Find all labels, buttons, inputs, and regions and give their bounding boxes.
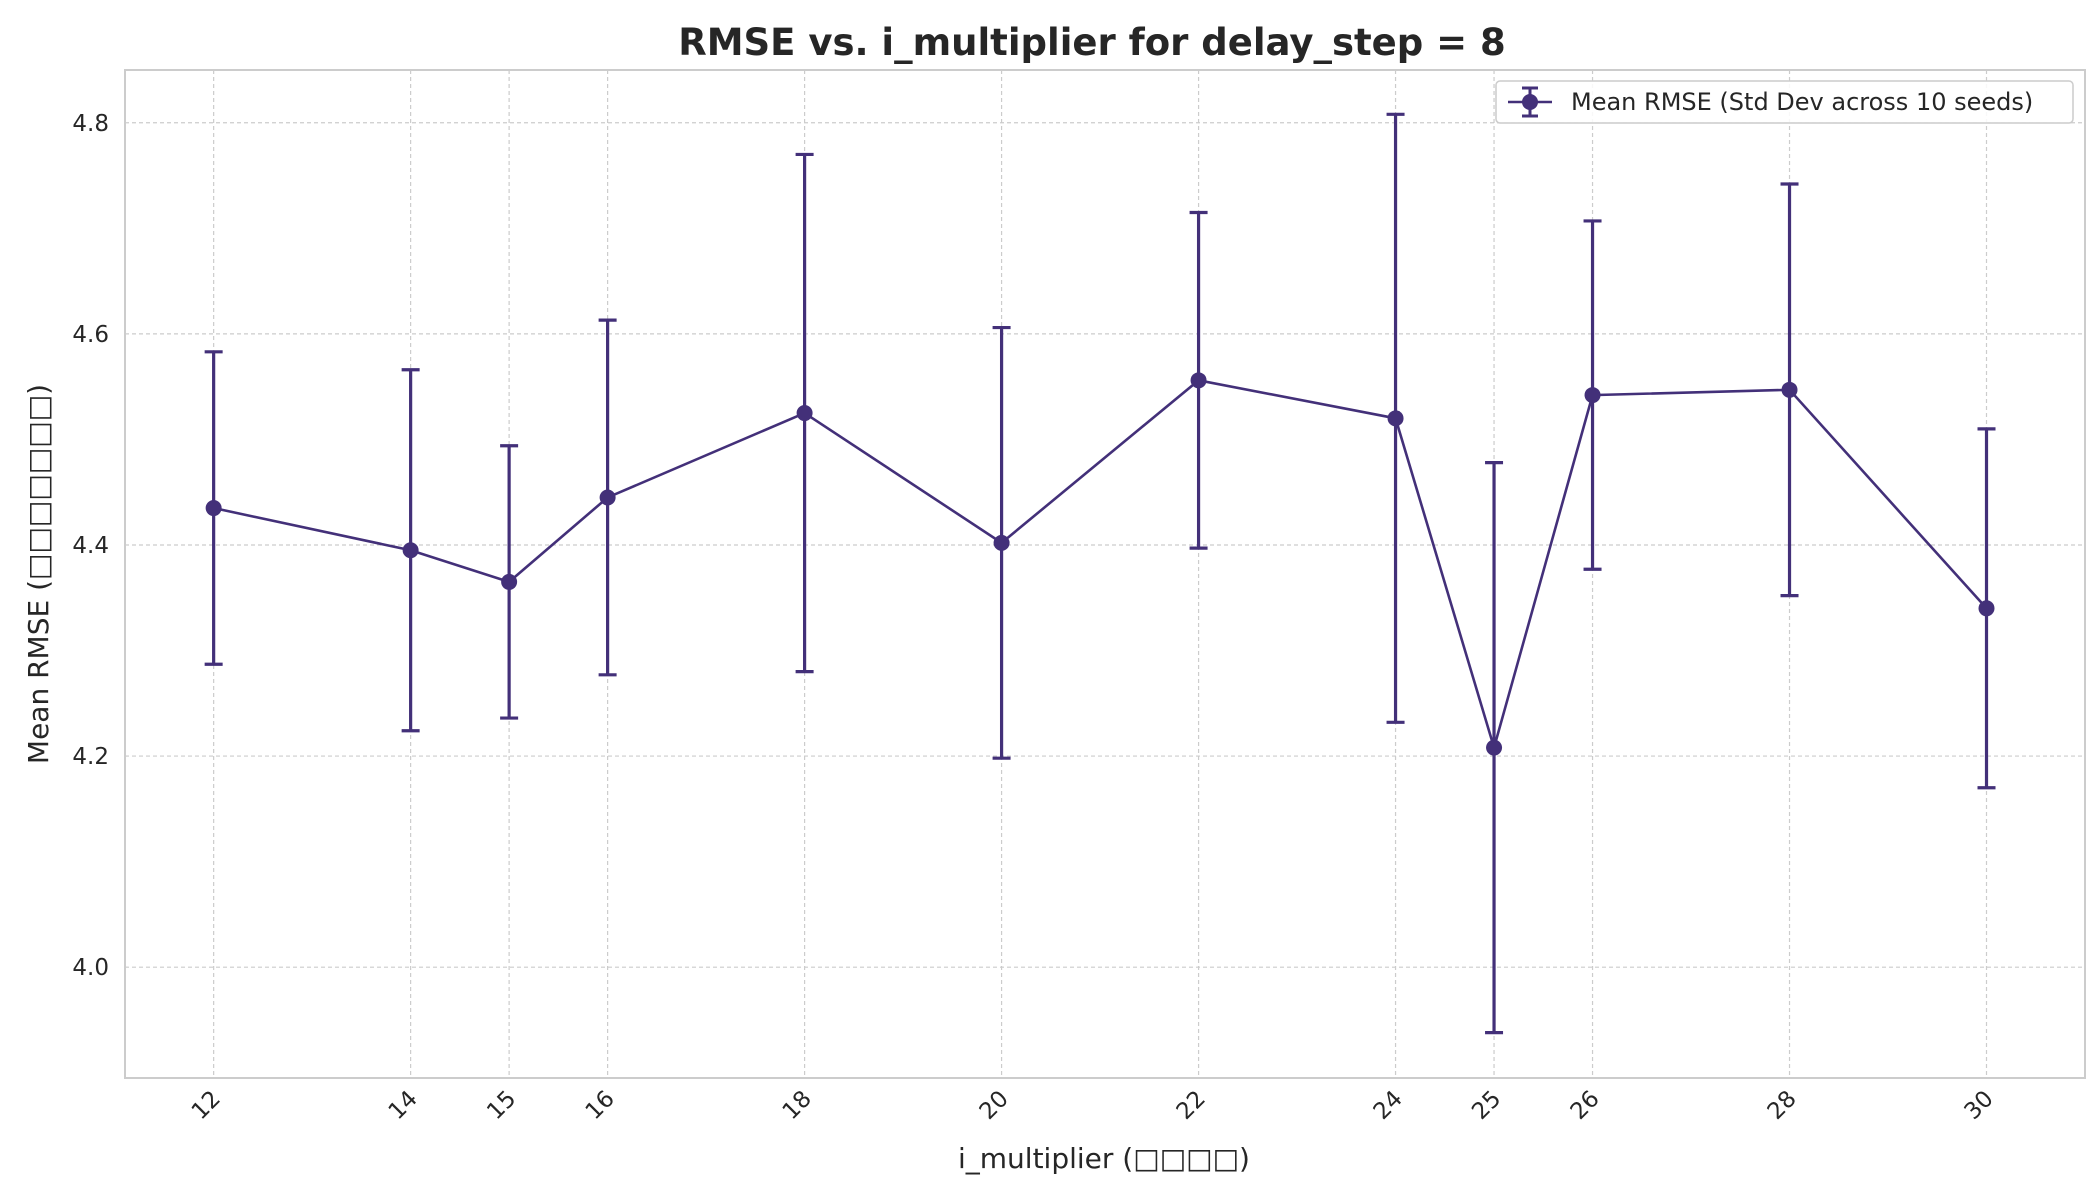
plot-frame (124, 69, 2086, 1079)
legend-label: Mean RMSE (Std Dev across 10 seeds) (1571, 88, 2033, 116)
data-point (796, 405, 813, 422)
y-tick-label: 4.2 (72, 744, 109, 770)
data-point (1584, 387, 1601, 404)
data-point (993, 534, 1010, 551)
legend-box (1495, 80, 2074, 124)
x-tick-label: 20 (975, 1086, 1014, 1125)
x-tick-label: 18 (778, 1086, 817, 1125)
x-tick-label: 12 (187, 1086, 226, 1125)
series-line (213, 378, 1988, 753)
y-tick-label: 4.8 (72, 111, 109, 137)
x-tick-label: 14 (384, 1086, 423, 1125)
data-point (1978, 600, 1995, 617)
x-tick-label: 30 (1960, 1086, 1999, 1125)
y-axis-label: Mean RMSE (□□□□□□□) (22, 384, 55, 764)
x-tick-label: 26 (1566, 1086, 1605, 1125)
data-point (501, 573, 518, 590)
y-tick-label: 4.6 (72, 322, 109, 348)
legend-point-marker (1522, 94, 1538, 110)
y-tick-label: 4.0 (72, 955, 109, 981)
data-point (205, 500, 222, 517)
x-tick-label: 24 (1369, 1086, 1408, 1125)
y-ticks: 4.0 4.2 4.4 4.6 4.8 (72, 111, 109, 981)
data-point (599, 489, 616, 506)
chart-title: RMSE vs. i_multiplier for delay_step = 8 (678, 21, 1506, 64)
y-tick-label: 4.4 (72, 533, 109, 559)
x-ticks: 12 14 15 16 18 20 22 24 25 26 28 30 (187, 1086, 1999, 1125)
x-axis-label: i_multiplier (□□□□) (958, 1142, 1250, 1175)
data-point (1190, 372, 1207, 389)
data-series (204, 112, 1996, 1035)
x-tick-label: 15 (482, 1086, 521, 1125)
data-point (1486, 739, 1503, 756)
x-tick-label: 25 (1467, 1086, 1506, 1125)
x-tick-label: 16 (581, 1086, 620, 1125)
data-point (1781, 381, 1798, 398)
legend: Mean RMSE (Std Dev across 10 seeds) (1495, 80, 2074, 124)
x-tick-label: 22 (1172, 1086, 1211, 1125)
data-point (402, 542, 419, 559)
data-point (1387, 410, 1404, 427)
x-tick-label: 28 (1763, 1086, 1802, 1125)
